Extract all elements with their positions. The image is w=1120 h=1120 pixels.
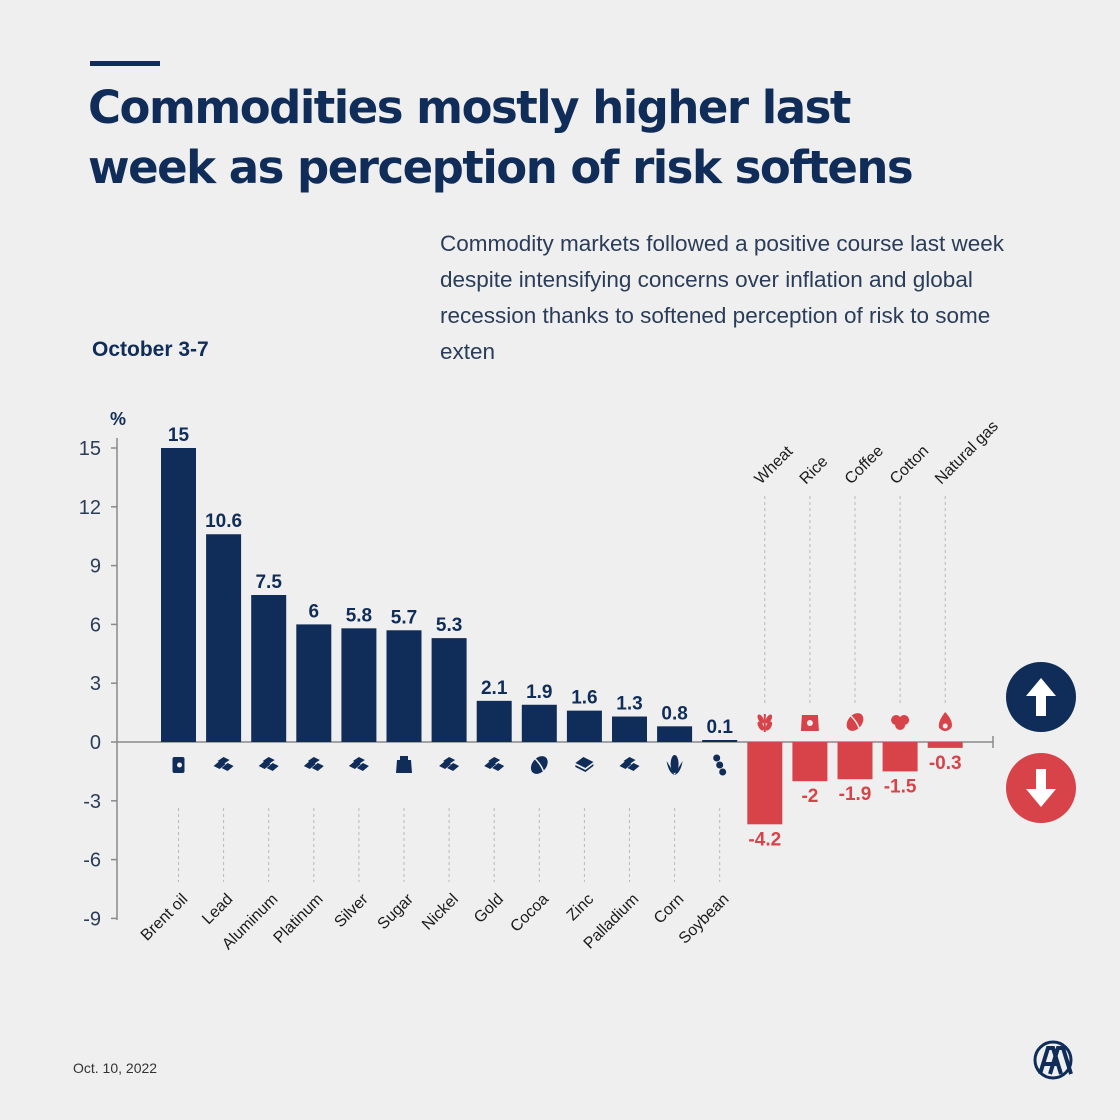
wheat-icon (757, 714, 773, 732)
value-label: 1.6 (571, 688, 597, 709)
x-category-label: Brent oil (138, 891, 192, 945)
x-category-label: Cotton (887, 442, 932, 487)
value-label: 7.5 (255, 572, 282, 593)
x-category-label: Soybean (676, 891, 733, 948)
bar-palladium (612, 716, 647, 742)
y-tick-label: -6 (83, 850, 101, 872)
value-label: 0.8 (661, 703, 687, 724)
value-label: -4.2 (748, 829, 781, 850)
x-category-label: Silver (331, 890, 372, 931)
value-label: 5.7 (391, 607, 417, 628)
metal-bars-icon (439, 757, 460, 771)
decrease-indicator (1006, 753, 1076, 823)
x-category-label: Gold (471, 891, 507, 927)
metal-bars-icon (484, 757, 505, 771)
value-label: 15 (168, 425, 190, 446)
bar-platinum (296, 624, 332, 742)
chart-subtitle: Commodity markets followed a positive co… (440, 231, 1004, 364)
y-tick-label: 6 (90, 614, 101, 636)
period-label: October 3-7 (92, 338, 209, 361)
value-label: -1.5 (884, 776, 917, 797)
y-tick-label: 15 (79, 438, 101, 460)
y-tick-label: 3 (90, 673, 101, 695)
value-label: 6 (309, 601, 320, 622)
bar-brent-oil (161, 448, 196, 742)
x-category-label: Cocoa (507, 891, 552, 936)
chart-title: Commodities mostly higher last week as p… (88, 81, 914, 194)
metal-bars-icon (213, 757, 234, 771)
arrow-down-icon (1026, 769, 1056, 807)
value-label: -2 (801, 786, 818, 807)
bar-sugar (386, 630, 422, 742)
bar-coffee (837, 742, 873, 780)
x-category-label: Rice (797, 453, 832, 488)
y-tick-label: 9 (90, 556, 101, 578)
bar-corn (657, 726, 693, 742)
cocoa-bean-icon (530, 756, 548, 774)
x-category-label: Lead (199, 891, 236, 928)
value-label: 1.9 (526, 682, 552, 703)
gas-flame-icon (938, 712, 952, 731)
bar-gold (476, 700, 512, 742)
cotton-icon (891, 715, 910, 730)
bar-soybean (702, 740, 738, 742)
x-category-label: Platinum (271, 891, 327, 947)
value-label: -0.3 (929, 753, 962, 774)
bar-wheat (747, 742, 783, 825)
metal-bars-icon (619, 757, 640, 771)
value-label: -1.9 (839, 784, 872, 805)
bar-lead (206, 534, 242, 742)
corn-icon (666, 755, 683, 775)
arrow-up-icon (1026, 678, 1056, 716)
bar-silver (341, 628, 377, 742)
metal-bars-icon (258, 757, 279, 771)
bar-natural-gas (927, 742, 963, 748)
rice-sack-icon (800, 715, 819, 731)
soybean-icon (713, 754, 727, 776)
bar-cotton (882, 742, 918, 772)
x-category-label: Natural gas (932, 418, 1002, 488)
oil-barrel-icon (172, 757, 185, 773)
x-category-label: Sugar (375, 890, 418, 933)
x-category-label: Zinc (564, 891, 597, 924)
value-label: 2.1 (481, 678, 508, 699)
value-label: 10.6 (205, 511, 242, 532)
y-tick-label: -9 (83, 908, 101, 930)
publish-date: Oct. 10, 2022 (73, 1060, 158, 1076)
x-category-label: Coffee (842, 443, 887, 488)
bar-nickel (431, 638, 467, 742)
value-label: 1.3 (616, 694, 642, 715)
title-accent-bar (90, 61, 160, 66)
x-category-label: Wheat (752, 443, 797, 488)
y-tick-label: 12 (79, 497, 101, 519)
value-label: 5.8 (346, 605, 372, 626)
y-axis-unit: % (110, 409, 126, 429)
x-category-label: Nickel (419, 891, 462, 934)
bar-zinc (566, 710, 602, 742)
metal-block-icon (575, 757, 594, 772)
value-label: 5.3 (436, 615, 462, 636)
metal-bars-icon (303, 757, 324, 771)
value-label: 0.1 (706, 717, 733, 738)
increase-indicator (1006, 662, 1076, 732)
x-category-label: Corn (651, 891, 688, 928)
bar-rice (792, 742, 828, 782)
y-tick-label: -3 (83, 791, 101, 813)
agency-logo (1033, 1040, 1073, 1080)
sugar-sack-icon (396, 756, 412, 773)
metal-bars-icon (348, 757, 369, 771)
y-tick-label: 0 (90, 732, 101, 754)
bar-cocoa (521, 704, 557, 742)
bar-aluminum (251, 595, 287, 742)
coffee-bean-icon (846, 713, 864, 731)
